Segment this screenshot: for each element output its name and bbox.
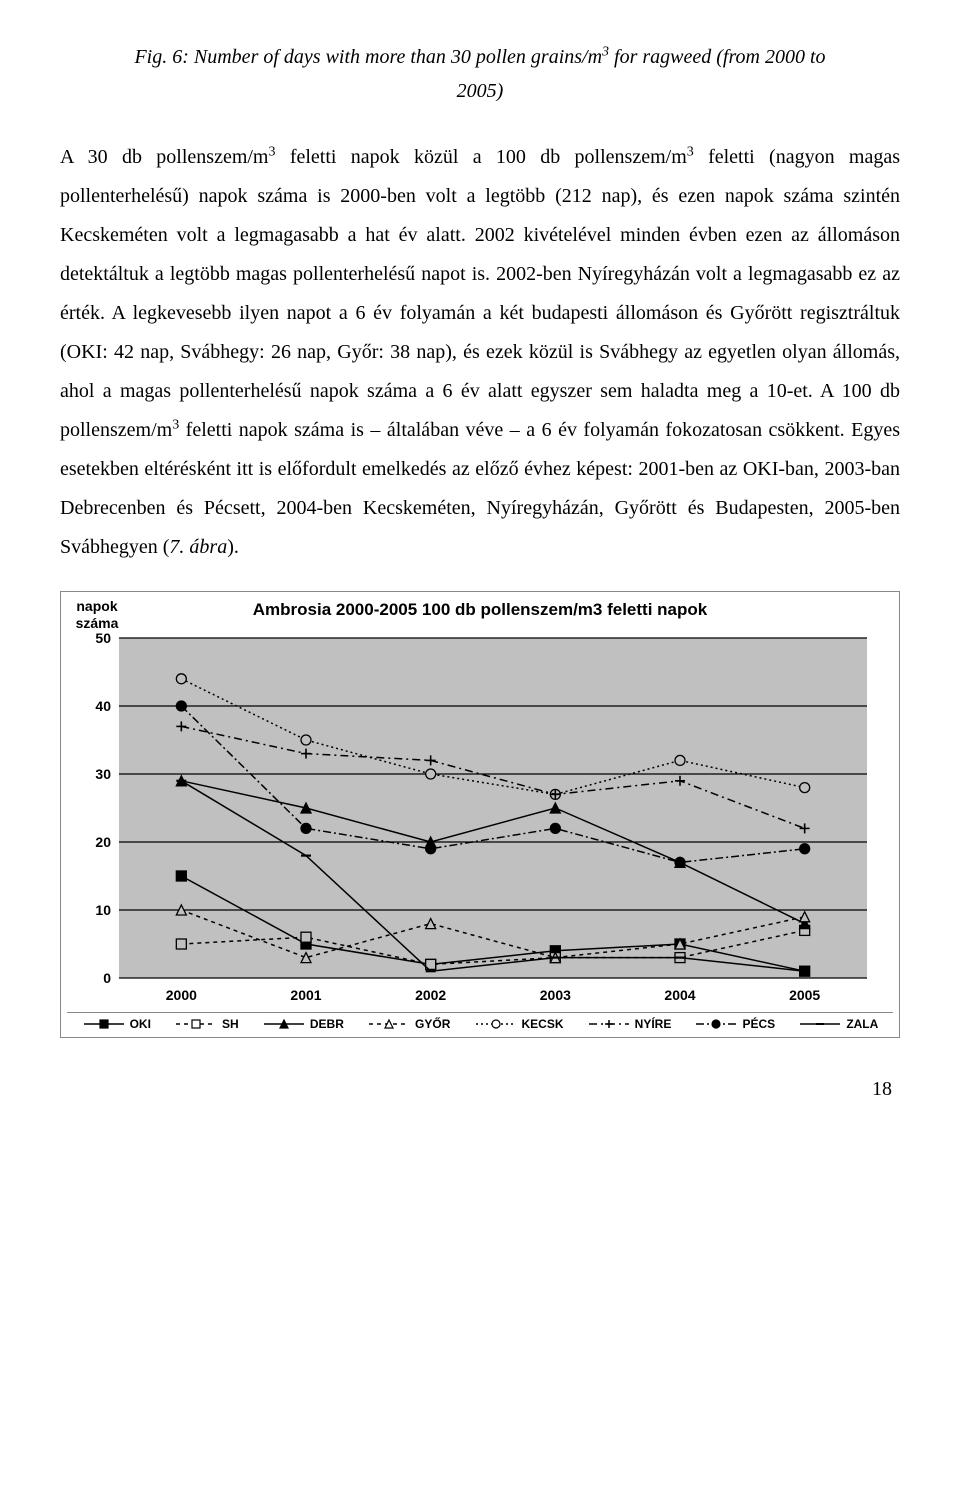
svg-text:0: 0 — [103, 970, 111, 986]
body-mid1: feletti napok közül a 100 db pollenszem/… — [276, 146, 687, 168]
chart-title: Ambrosia 2000-2005 100 db pollenszem/m3 … — [127, 600, 893, 620]
chart-container: napok száma Ambrosia 2000-2005 100 db po… — [60, 591, 900, 1038]
svg-text:30: 30 — [95, 766, 111, 782]
legend-label: PÉCS — [742, 1017, 775, 1031]
chart-legend: OKI SH DEBR GYŐR KECSK NYÍRE PÉCS ZALA — [67, 1012, 893, 1035]
body-sup-a: 3 — [269, 144, 276, 159]
svg-text:50: 50 — [95, 632, 111, 646]
legend-label: ZALA — [846, 1017, 878, 1031]
legend-label: OKI — [130, 1017, 151, 1031]
caption-line1-a: Fig. 6: Number of days with more than 30… — [134, 46, 602, 68]
legend-item: PÉCS — [694, 1017, 775, 1031]
caption-line2: 2005) — [457, 80, 504, 102]
legend-label: NYÍRE — [635, 1017, 672, 1031]
figure-caption: Fig. 6: Number of days with more than 30… — [60, 40, 900, 108]
legend-item: SH — [174, 1017, 239, 1031]
svg-text:2002: 2002 — [415, 987, 446, 1003]
legend-item: GYŐR — [367, 1017, 450, 1031]
legend-label: DEBR — [310, 1017, 344, 1031]
legend-label: SH — [222, 1017, 239, 1031]
caption-sup1: 3 — [602, 44, 609, 59]
legend-item: KECSK — [474, 1017, 564, 1031]
svg-text:2004: 2004 — [664, 987, 695, 1003]
body-italic: 7. ábra — [169, 536, 227, 558]
body-mid2: feletti (nagyon magas pollenterhelésű) n… — [60, 146, 900, 441]
page-number: 18 — [60, 1078, 900, 1101]
svg-text:10: 10 — [95, 902, 111, 918]
line-chart: 0 10 20 30 40 50 2000 2001 2002 2003 2004 2005 — [67, 632, 887, 1012]
legend-item: OKI — [82, 1017, 151, 1031]
svg-text:40: 40 — [95, 698, 111, 714]
legend-label: GYŐR — [415, 1017, 450, 1031]
legend-item: NYÍRE — [587, 1017, 672, 1031]
legend-label: KECSK — [522, 1017, 564, 1031]
svg-text:2001: 2001 — [290, 987, 321, 1003]
legend-item: ZALA — [798, 1017, 878, 1031]
body-sup-b: 3 — [687, 144, 694, 159]
body-pre: A 30 db pollenszem/m — [60, 146, 269, 168]
svg-text:2003: 2003 — [540, 987, 571, 1003]
legend-item: DEBR — [262, 1017, 344, 1031]
body-post: ). — [227, 536, 239, 558]
chart-ylabel: napok száma — [67, 598, 127, 632]
body-paragraph: A 30 db pollenszem/m3 feletti napok közü… — [60, 138, 900, 567]
caption-line1-b: for ragweed (from 2000 to — [609, 46, 825, 68]
svg-text:2000: 2000 — [166, 987, 197, 1003]
svg-text:2005: 2005 — [789, 987, 820, 1003]
svg-text:20: 20 — [95, 834, 111, 850]
